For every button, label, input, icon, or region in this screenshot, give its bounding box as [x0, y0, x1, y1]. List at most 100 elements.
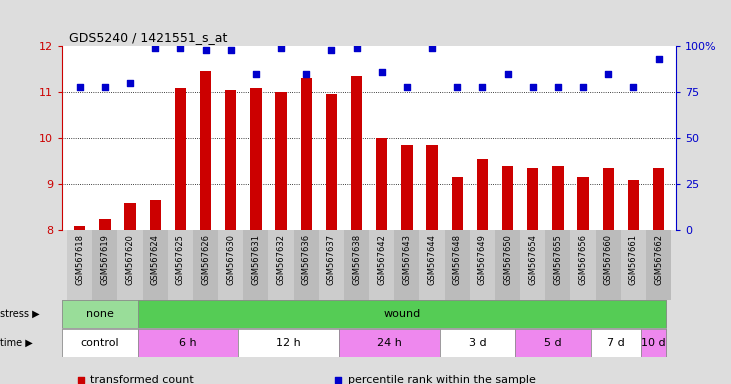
Text: GSM567638: GSM567638	[352, 234, 361, 285]
Point	[527, 84, 539, 90]
Bar	[62, 300, 137, 328]
Point	[225, 47, 237, 53]
Bar	[118, 230, 143, 300]
Point	[149, 45, 161, 51]
Point	[426, 45, 438, 51]
Text: GSM567626: GSM567626	[201, 234, 210, 285]
Point	[577, 84, 589, 90]
Bar	[99, 219, 110, 230]
Bar	[477, 159, 488, 230]
Point	[300, 71, 312, 77]
Bar	[326, 94, 337, 230]
Bar	[62, 329, 137, 356]
Bar	[339, 329, 439, 356]
Bar	[439, 329, 515, 356]
Bar	[225, 90, 236, 230]
Text: GSM567662: GSM567662	[654, 234, 663, 285]
Bar	[143, 230, 168, 300]
Text: GSM567630: GSM567630	[226, 234, 235, 285]
Bar	[243, 230, 268, 300]
Bar	[344, 230, 369, 300]
Point	[376, 69, 387, 75]
Bar	[641, 329, 666, 356]
Text: GSM567637: GSM567637	[327, 234, 336, 285]
Point	[74, 84, 86, 90]
Text: GDS5240 / 1421551_s_at: GDS5240 / 1421551_s_at	[69, 31, 228, 44]
Text: 24 h: 24 h	[377, 338, 402, 348]
Point	[451, 84, 463, 90]
Bar	[653, 168, 664, 230]
Bar	[570, 230, 596, 300]
Point	[531, 202, 542, 209]
Bar	[369, 230, 394, 300]
Bar	[175, 88, 186, 230]
Bar	[420, 230, 444, 300]
Text: 10 d: 10 d	[641, 338, 666, 348]
Point	[276, 45, 287, 51]
Bar	[591, 329, 641, 356]
Bar	[552, 166, 564, 230]
Bar	[515, 329, 591, 356]
Text: GSM567660: GSM567660	[604, 234, 613, 285]
Text: 7 d: 7 d	[607, 338, 625, 348]
Bar	[276, 92, 287, 230]
Text: GSM567648: GSM567648	[452, 234, 462, 285]
Bar	[150, 200, 161, 230]
Bar	[200, 71, 211, 230]
Text: transformed count: transformed count	[90, 375, 194, 384]
Bar	[124, 203, 136, 230]
Bar	[502, 166, 513, 230]
Text: GSM567661: GSM567661	[629, 234, 638, 285]
Bar	[621, 230, 646, 300]
Text: GSM567618: GSM567618	[75, 234, 84, 285]
Bar	[137, 300, 666, 328]
Text: GSM567631: GSM567631	[251, 234, 260, 285]
Bar	[376, 138, 387, 230]
Bar	[527, 168, 539, 230]
Text: 12 h: 12 h	[276, 338, 301, 348]
Bar	[394, 230, 420, 300]
Point	[175, 45, 186, 51]
Bar	[67, 230, 92, 300]
Point	[501, 71, 513, 77]
Text: GSM567656: GSM567656	[578, 234, 588, 285]
Text: GSM567625: GSM567625	[176, 234, 185, 285]
Text: wound: wound	[383, 309, 420, 319]
Bar	[646, 230, 671, 300]
Text: GSM567654: GSM567654	[529, 234, 537, 285]
Point	[653, 56, 664, 62]
Bar	[351, 76, 363, 230]
Bar	[92, 230, 118, 300]
Point	[477, 84, 488, 90]
Point	[200, 47, 211, 53]
Text: GSM567632: GSM567632	[276, 234, 286, 285]
Bar	[602, 168, 614, 230]
Text: GSM567624: GSM567624	[151, 234, 160, 285]
Point	[351, 45, 363, 51]
Bar	[250, 88, 262, 230]
Text: GSM567644: GSM567644	[428, 234, 436, 285]
Bar	[444, 230, 470, 300]
Bar	[401, 145, 412, 230]
Bar	[495, 230, 520, 300]
Point	[602, 71, 614, 77]
Point	[124, 80, 136, 86]
Bar	[300, 78, 312, 230]
Text: GSM567636: GSM567636	[302, 234, 311, 285]
Text: control: control	[80, 338, 119, 348]
Bar	[294, 230, 319, 300]
Bar	[426, 145, 438, 230]
Text: stress ▶: stress ▶	[0, 309, 39, 319]
Point	[99, 84, 111, 90]
Text: 5 d: 5 d	[544, 338, 561, 348]
Bar	[319, 230, 344, 300]
Bar	[74, 226, 86, 230]
Text: percentile rank within the sample: percentile rank within the sample	[348, 375, 536, 384]
Text: GSM567642: GSM567642	[377, 234, 386, 285]
Text: GSM567620: GSM567620	[126, 234, 135, 285]
Text: 3 d: 3 d	[469, 338, 486, 348]
Text: time ▶: time ▶	[0, 338, 33, 348]
Bar	[520, 230, 545, 300]
Point	[325, 47, 337, 53]
Text: GSM567649: GSM567649	[478, 234, 487, 285]
